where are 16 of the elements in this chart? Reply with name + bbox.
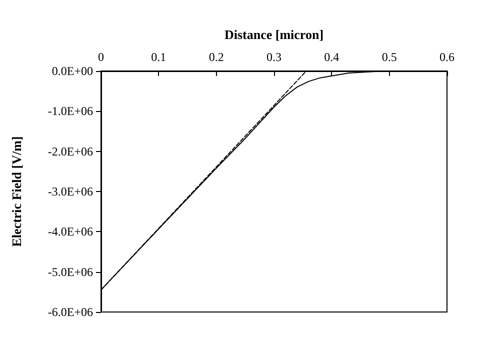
x-tick-label: 0.2 [208,50,224,64]
x-axis-title: Distance [micron] [224,27,324,42]
x-tick-label: 0 [98,50,104,64]
y-tick-label: -6.0E+06 [48,305,93,319]
x-tick-label: 0.6 [440,50,454,64]
x-tick-label: 0.3 [266,50,282,64]
x-tick-label: 0.4 [324,50,340,64]
x-tick-label: 0.1 [151,50,166,64]
y-tick-label: -3.0E+06 [48,184,93,198]
y-tick-label: -1.0E+06 [48,104,93,118]
y-tick-label: -2.0E+06 [48,144,93,158]
y-tick-label: -5.0E+06 [48,264,93,279]
y-tick-label: 0.0E+00 [52,64,93,78]
y-tick-label: -4.0E+06 [48,224,93,239]
x-tick-label: 0.5 [382,50,397,64]
y-axis-title: Electric Field [V/m] [9,136,24,247]
